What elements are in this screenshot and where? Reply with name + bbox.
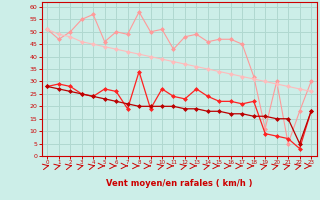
X-axis label: Vent moyen/en rafales ( km/h ): Vent moyen/en rafales ( km/h ) <box>106 179 252 188</box>
